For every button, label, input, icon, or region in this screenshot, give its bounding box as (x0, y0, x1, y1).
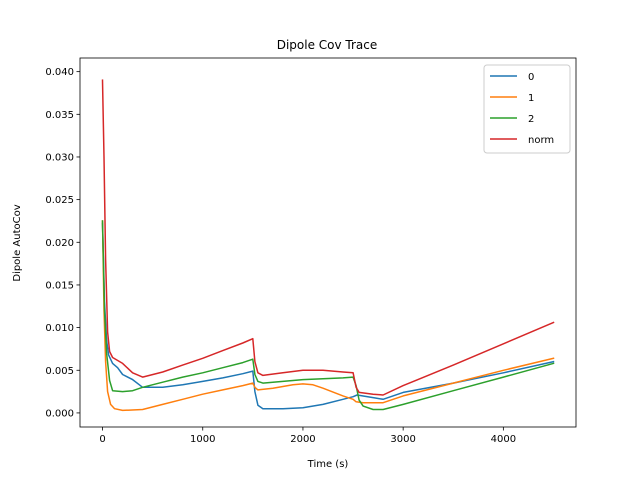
series-line-2 (101, 220, 555, 411)
y-tick-label: 0.010 (45, 323, 74, 334)
y-tick-label: 0.015 (45, 280, 74, 291)
legend-box (483, 64, 571, 154)
legend-label-norm: norm (528, 135, 554, 146)
y-tick-label: 0.020 (45, 238, 74, 249)
y-tick-label: 0.030 (45, 152, 74, 163)
series-line-norm (101, 79, 555, 396)
chart-title: Dipole Cov Trace (277, 38, 378, 52)
x-tick-label: 0 (99, 434, 105, 445)
series-layer (101, 79, 555, 412)
x-tick-label: 1000 (190, 434, 215, 445)
legend-label-1: 1 (528, 93, 534, 104)
series-line-1 (101, 220, 555, 412)
x-tick-label: 2000 (290, 434, 315, 445)
legend-label-0: 0 (528, 72, 534, 83)
series-line-0 (101, 222, 555, 410)
x-axis: 0 1000 2000 3000 4000 (99, 427, 516, 445)
y-tick-label: 0.035 (45, 110, 74, 121)
y-tick-label: 0.040 (45, 67, 74, 78)
x-tick-label: 4000 (491, 434, 516, 445)
x-tick-label: 3000 (390, 434, 415, 445)
y-axis: 0.000 0.005 0.010 0.015 0.020 0.025 0.030 0.035… (45, 67, 80, 419)
y-tick-label: 0.005 (45, 366, 74, 377)
y-axis-label: Dipole AutoCov (12, 204, 23, 281)
y-tick-label: 0.000 (45, 408, 74, 419)
y-tick-label: 0.025 (45, 195, 74, 206)
legend: 0 1 2 norm (483, 64, 571, 154)
x-axis-label: Time (s) (307, 459, 349, 470)
legend-label-2: 2 (528, 114, 534, 125)
